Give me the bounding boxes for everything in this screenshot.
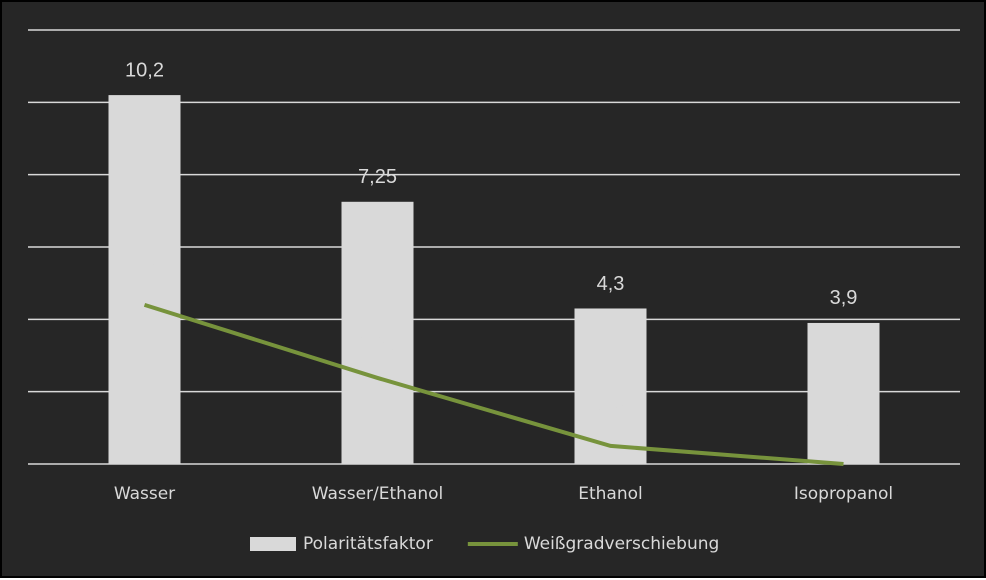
bar	[341, 201, 414, 464]
bar	[807, 322, 880, 464]
legend-label: Polaritätsfaktor	[303, 534, 433, 554]
bar	[108, 95, 181, 464]
data-label: 0,5	[597, 402, 625, 424]
line	[143, 302, 844, 466]
x-tick-label: Wasser	[114, 484, 175, 504]
data-label: 0	[838, 420, 849, 442]
bar	[574, 308, 647, 464]
data-label: 7,25	[358, 166, 397, 188]
legend-label: Weißgradverschiebung	[524, 534, 720, 554]
data-label: 2,38	[358, 334, 397, 356]
x-tick-label: Isopropanol	[794, 484, 893, 504]
data-label: 10,2	[125, 59, 164, 81]
data-label: 4,4	[131, 261, 159, 283]
x-tick-label: Ethanol	[578, 484, 643, 504]
data-label: 3,9	[830, 287, 858, 309]
x-tick-label: Wasser/Ethanol	[312, 484, 444, 504]
data-label: 4,3	[597, 273, 625, 295]
legend-swatch	[250, 537, 296, 551]
